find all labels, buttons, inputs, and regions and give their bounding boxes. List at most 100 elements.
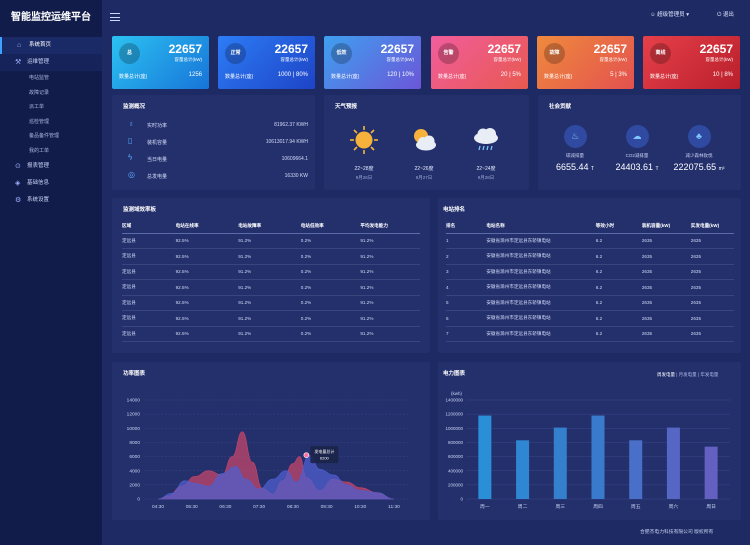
- y-tick-label: 800000: [448, 440, 464, 445]
- table-cell: 6.2: [595, 326, 642, 342]
- legend-week[interactable]: 周发电量: [657, 372, 675, 377]
- sidebar-subitem-dispatch[interactable]: 派工单: [29, 104, 45, 110]
- sidebar-subitem-inspection[interactable]: 巡检管理: [29, 118, 50, 125]
- table-cell: 2635: [641, 295, 691, 311]
- sidebar-item-reports[interactable]: ⊙ 报表管理: [0, 158, 102, 175]
- sidebar-menu: ⌂ 系统首页 ⚒ 运维管理 电站监管 故障记录 派工单 巡检管理 备品备件管理 …: [0, 37, 102, 209]
- stat-card[interactable]: 总 22657 容量总计(kW) 数量总计(座) 1256: [112, 36, 209, 89]
- sidebar-subitem-my-orders[interactable]: 我的工单: [29, 147, 50, 154]
- user-menu[interactable]: ☺ 超级管理员 ▾: [650, 10, 689, 18]
- chevron-down-icon: ▾: [686, 12, 689, 18]
- top-bar: ☺ 超级管理员 ▾ ⏻ 退出: [102, 0, 750, 36]
- sidebar-item-home[interactable]: ⌂ 系统首页: [0, 37, 102, 54]
- x-tick-label: 05:30: [186, 504, 198, 510]
- card-unit: 容量总计(kW): [599, 57, 628, 62]
- bar[interactable]: [666, 427, 680, 499]
- x-tick-label: 周日: [706, 504, 716, 510]
- table-cell: 92.5%: [175, 310, 239, 327]
- sidebar-subitem-station[interactable]: 电站监管: [29, 75, 50, 81]
- bar[interactable]: [516, 440, 530, 499]
- cloud-icon: ☁: [625, 125, 649, 148]
- weather-date: 9月26日: [355, 175, 373, 180]
- card-count-label: 数量总计(座): [225, 74, 254, 80]
- bar[interactable]: [478, 415, 492, 499]
- user-name: 超级管理员: [657, 12, 685, 18]
- table-cell: 2635: [690, 233, 734, 249]
- sidebar-item-settings[interactable]: ⚙ 系统设置: [0, 192, 102, 209]
- card-icon: 低效: [331, 43, 352, 64]
- bar[interactable]: [629, 440, 643, 499]
- table-row[interactable]: 5 安徽省滁州市定远县东轿镇电站 6.2 2635 2635: [446, 295, 734, 311]
- bar[interactable]: [704, 446, 718, 499]
- logout-button[interactable]: ⏻ 退出: [717, 10, 734, 19]
- table-cell: 91.2%: [238, 248, 301, 265]
- sidebar-subitem-fault[interactable]: 故障记录: [29, 89, 50, 96]
- column-header: 电站故障率: [238, 220, 301, 234]
- sun-icon: [350, 126, 378, 154]
- efficiency-table: 区域 电站在线率 电站故障率 电站低效率 平均发电能力 定远县 92.5% 91.2% 0.2%…: [122, 220, 420, 342]
- legend-month[interactable]: 月发电量: [678, 372, 697, 377]
- table-row[interactable]: 定远县 92.5% 91.2% 0.2% 91.2%: [122, 248, 420, 265]
- card-count-label: 数量总计(座): [119, 74, 148, 80]
- column-header: 电站低效率: [300, 220, 361, 234]
- table-cell: 92.5%: [175, 264, 239, 280]
- table-row[interactable]: 定远县 92.5% 91.2% 0.2% 91.2%: [122, 326, 420, 342]
- monitor-row: ◎ 总发电量 16330 KW: [128, 170, 308, 182]
- table-row[interactable]: 1 安徽省滁州市定远县东轿镇电站 6.2 2635 2635: [446, 233, 734, 249]
- weather-date: 9月28日: [477, 175, 495, 180]
- table-row[interactable]: 定远县 92.5% 91.2% 0.2% 91.2%: [122, 233, 420, 249]
- card-icon: 正常: [225, 43, 246, 64]
- ranking-title: 电站排名: [443, 207, 466, 213]
- legend-year[interactable]: 年发电量: [700, 372, 719, 377]
- table-row[interactable]: 6 安徽省滁州市定远县东轿镇电站 6.2 2635 2635: [446, 310, 734, 327]
- sidebar-subitem-spares[interactable]: 备品备件管理: [29, 133, 60, 139]
- table-row[interactable]: 定远县 92.5% 91.2% 0.2% 91.2%: [122, 279, 420, 296]
- wrench-icon: ⚒: [15, 59, 22, 66]
- monitor-value: 16330 KW: [284, 173, 308, 179]
- x-tick-label: 04:30: [152, 504, 164, 510]
- table-row[interactable]: 2 安徽省滁州市定远县东轿镇电站 6.2 2635 2635: [446, 248, 734, 265]
- stat-card[interactable]: 低效 22657 容量总计(kW) 数量总计(座) 120 | 10%: [324, 36, 421, 89]
- table-row[interactable]: 4 安徽省滁州市定远县东轿镇电站 6.2 2635 2635: [446, 279, 734, 296]
- monitor-label: 装机容量: [147, 140, 168, 146]
- sidebar-item-basic-info[interactable]: ◈ 基础信息: [0, 175, 102, 192]
- table-row[interactable]: 定远县 92.5% 91.2% 0.2% 91.2%: [122, 264, 420, 280]
- table-row[interactable]: 7 安徽省滁州市定远县东轿镇电站 6.2 2635 2635: [446, 326, 734, 342]
- carbon-icon: ♨: [563, 125, 587, 148]
- card-count: 1000 | 80%: [277, 72, 308, 78]
- table-cell: 定远县: [122, 233, 176, 249]
- card-value: 22657: [699, 42, 733, 56]
- energy-chart: (kwh) 0 200000 400000 600000 800000 1000000 120…: [445, 391, 730, 510]
- stat-card[interactable]: 故障 22657 容量总计(kW) 数量总计(座) 5 | 3%: [537, 36, 634, 89]
- table-cell: 定远县: [122, 295, 176, 311]
- y-tick-label: 4000: [129, 468, 140, 474]
- table-cell: 定远县: [122, 279, 176, 296]
- x-tick-label: 周六: [669, 503, 679, 510]
- social-value-line: 222075.65 m³: [672, 162, 726, 172]
- bar[interactable]: [553, 427, 567, 499]
- card-unit: 容量总计(kW): [705, 57, 734, 62]
- stat-card[interactable]: 离线 22657 容量总计(kW) 数量总计(座) 10 | 8%: [643, 36, 740, 89]
- table-row[interactable]: 定远县 92.5% 91.2% 0.2% 91.2%: [122, 295, 420, 311]
- table-row[interactable]: 3 安徽省滁州市定远县东轿镇电站 6.2 2635 2635: [446, 264, 734, 280]
- monitor-panel: 监测概况 ♁ 实时功率 81962.37 KWH ▯ 装机容量 10613017.94 K…: [112, 95, 315, 190]
- battery-icon: ▯: [128, 136, 133, 145]
- table-row[interactable]: 定远县 92.5% 91.2% 0.2% 91.2%: [122, 310, 420, 327]
- tooltip-marker[interactable]: [303, 452, 310, 458]
- table-cell: 2635: [641, 233, 691, 249]
- y-tick-label: 12000: [127, 412, 141, 418]
- power-series-area: [157, 454, 395, 500]
- weather-panel: 天气预报 22~28度 9月26日 22~26度 9月27日: [324, 95, 529, 190]
- stat-card[interactable]: 告警 22657 容量总计(kW) 数量总计(座) 20 | 5%: [431, 36, 528, 89]
- table-cell: 91.2%: [360, 279, 420, 296]
- lightning-icon: ϟ: [128, 153, 133, 162]
- table-cell: 91.2%: [238, 326, 301, 342]
- monitor-title: 监测概况: [123, 104, 146, 110]
- table-cell: 1: [446, 233, 487, 249]
- bar[interactable]: [591, 415, 605, 499]
- x-tick-label: 10:30: [354, 504, 366, 510]
- menu-toggle-icon[interactable]: [110, 13, 120, 21]
- sidebar-item-ops[interactable]: ⚒ 运维管理: [0, 54, 102, 71]
- stat-card[interactable]: 正常 22657 容量总计(kW) 数量总计(座) 1000 | 80%: [218, 36, 315, 89]
- power-chart-title: 功率图表: [123, 371, 146, 377]
